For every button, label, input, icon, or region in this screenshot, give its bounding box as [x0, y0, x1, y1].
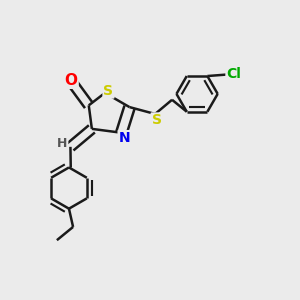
Text: H: H: [57, 137, 68, 150]
Text: S: S: [152, 113, 162, 128]
Text: S: S: [103, 84, 113, 98]
Text: O: O: [64, 73, 78, 88]
Text: Cl: Cl: [226, 67, 241, 81]
Text: N: N: [118, 131, 130, 145]
